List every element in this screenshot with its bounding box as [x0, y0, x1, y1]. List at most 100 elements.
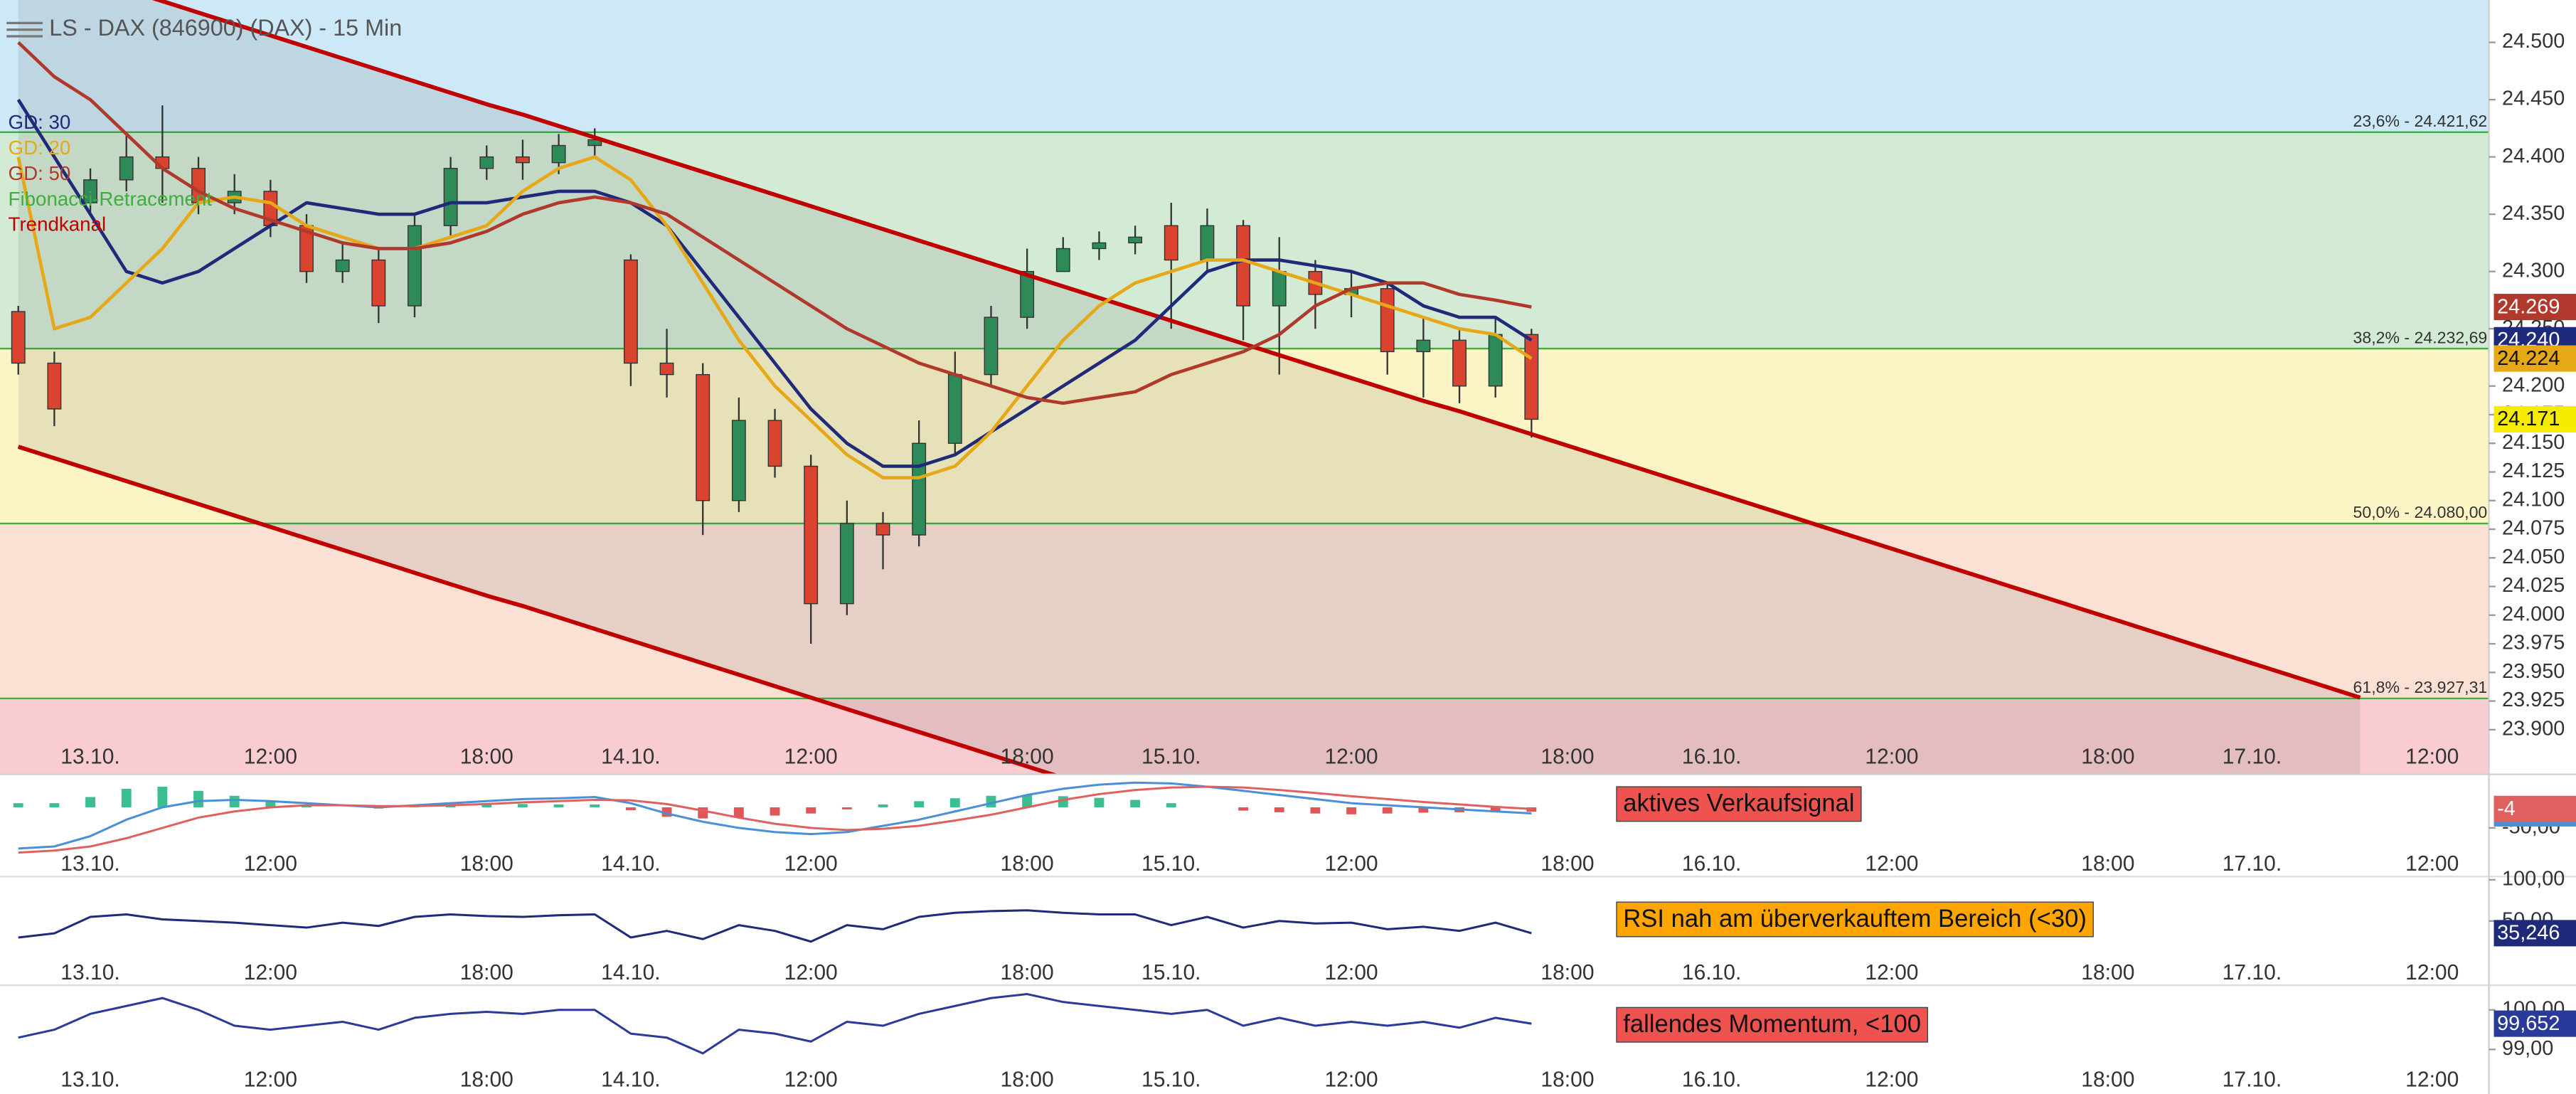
- x-tick-label: 16.10.: [1682, 1068, 1741, 1091]
- moving-average: [17, 41, 1532, 405]
- x-tick-label: 13.10.: [60, 852, 119, 876]
- candle-body: [1452, 339, 1467, 387]
- histogram-bar: [49, 803, 60, 807]
- candle-body: [1020, 270, 1035, 318]
- histogram-bar: [806, 807, 816, 814]
- candle-body: [1128, 236, 1143, 244]
- y-tick-label: 100,00: [2502, 868, 2565, 891]
- histogram-bar: [770, 807, 780, 816]
- annotation: aktives Verkaufsignal: [1623, 790, 1854, 817]
- histogram-bar: [265, 801, 276, 807]
- x-tick-label: 12:00: [244, 852, 297, 876]
- fib-band: [0, 0, 2489, 132]
- x-tick-label: 12:00: [244, 745, 297, 768]
- candle-body: [551, 144, 566, 164]
- x-tick-label: 18:00: [460, 852, 513, 876]
- legend-entry: Fibonacci-Retracement: [9, 188, 213, 210]
- candle-body: [1380, 288, 1395, 353]
- x-tick-label: 12:00: [2405, 1068, 2459, 1091]
- histogram-bar: [625, 807, 636, 811]
- last-value-tag: 24.224: [2497, 347, 2560, 370]
- x-tick-label: 12:00: [1865, 961, 1918, 984]
- candle-body: [875, 523, 890, 536]
- histogram-bar: [1274, 807, 1284, 812]
- candle-body: [335, 259, 350, 272]
- fib-band: [0, 349, 2489, 524]
- histogram-bar: [1022, 795, 1033, 807]
- candle-body: [623, 259, 638, 364]
- histogram-bar: [1382, 807, 1393, 814]
- candle-body: [119, 156, 134, 181]
- x-tick-label: 12:00: [1865, 1068, 1918, 1091]
- x-tick-label: 15.10.: [1141, 852, 1201, 876]
- legend-entry: GD: 20: [9, 137, 71, 159]
- last-value-tag-bg: [2493, 920, 2576, 947]
- candle-body: [443, 168, 458, 226]
- x-tick-label: 15.10.: [1141, 745, 1201, 768]
- menu-icon: [6, 21, 43, 38]
- candle-body: [804, 465, 819, 605]
- candle-body: [1236, 225, 1251, 307]
- candle-body: [1200, 225, 1215, 261]
- candle-body: [767, 420, 782, 467]
- x-tick-label: 17.10.: [2223, 745, 2282, 768]
- x-tick-label: 18:00: [1001, 1068, 1054, 1091]
- last-value-tag-bg: [2493, 795, 2576, 822]
- fib-label: 23,6% - 24.421,62: [2353, 112, 2488, 130]
- histogram-bar: [1310, 807, 1321, 814]
- x-tick-label: 12:00: [2405, 745, 2459, 768]
- x-tick-label: 18:00: [1540, 745, 1594, 768]
- indicator-line: [18, 993, 1532, 1055]
- y-tick-label: 24.450: [2502, 87, 2565, 110]
- x-tick-label: 16.10.: [1682, 745, 1741, 768]
- y-tick-label: 23.925: [2502, 689, 2565, 711]
- histogram-bar: [229, 795, 240, 807]
- x-tick-label: 12:00: [2405, 852, 2459, 876]
- x-tick-label: 12:00: [1324, 852, 1378, 876]
- x-tick-label: 12:00: [244, 961, 297, 984]
- y-tick-label: 23.975: [2502, 632, 2565, 654]
- histogram-bar: [841, 807, 852, 809]
- x-tick-label: 18:00: [1001, 852, 1054, 876]
- candle-body: [587, 139, 602, 147]
- x-tick-label: 13.10.: [60, 961, 119, 984]
- candle-body: [947, 373, 962, 444]
- histogram-bar: [193, 790, 203, 807]
- x-tick-label: 17.10.: [2223, 1068, 2282, 1091]
- candle-body: [1092, 242, 1107, 250]
- fib-label: 61,8% - 23.927,31: [2353, 678, 2488, 696]
- x-tick-label: 18:00: [1540, 1068, 1594, 1091]
- x-tick-label: 18:00: [2081, 961, 2134, 984]
- fib-label: 38,2% - 24.232,69: [2353, 328, 2488, 346]
- indicator-line: [18, 781, 1532, 850]
- x-tick-label: 17.10.: [2223, 961, 2282, 984]
- last-value-tag-bg: [2493, 345, 2576, 372]
- fib-band: [0, 698, 2489, 775]
- histogram-bar: [121, 788, 132, 807]
- legend-entry: GD: 30: [9, 111, 71, 133]
- last-value-tag-bg: [2493, 294, 2576, 321]
- candle-body: [659, 362, 674, 376]
- candle-body: [1055, 248, 1070, 272]
- y-tick-label: 23.950: [2502, 660, 2565, 683]
- candle-body: [11, 311, 26, 364]
- histogram-bar: [1418, 807, 1429, 813]
- x-tick-label: 18:00: [1001, 961, 1054, 984]
- candle-body: [47, 362, 62, 410]
- annotation-box: [1616, 901, 2094, 938]
- histogram-bar: [878, 804, 888, 807]
- x-tick-label: 12:00: [784, 1068, 838, 1091]
- x-tick-label: 13.10.: [60, 1068, 119, 1091]
- histogram-bar: [1166, 803, 1176, 807]
- candle-body: [516, 156, 530, 164]
- y-tick-label: 24.300: [2502, 259, 2565, 282]
- last-value-tag: 24.269: [2497, 295, 2560, 318]
- x-tick-label: 13.10.: [60, 745, 119, 768]
- moving-average: [16, 155, 1533, 479]
- foreground: LS - DAX (846900) (DAX) - 15 Min GD: 30 G…: [6, 15, 2576, 1037]
- indicator-line: [18, 909, 1532, 943]
- x-tick-label: 18:00: [2081, 852, 2134, 876]
- histogram-bar: [553, 804, 564, 807]
- y-tick-label: 24.075: [2502, 517, 2565, 540]
